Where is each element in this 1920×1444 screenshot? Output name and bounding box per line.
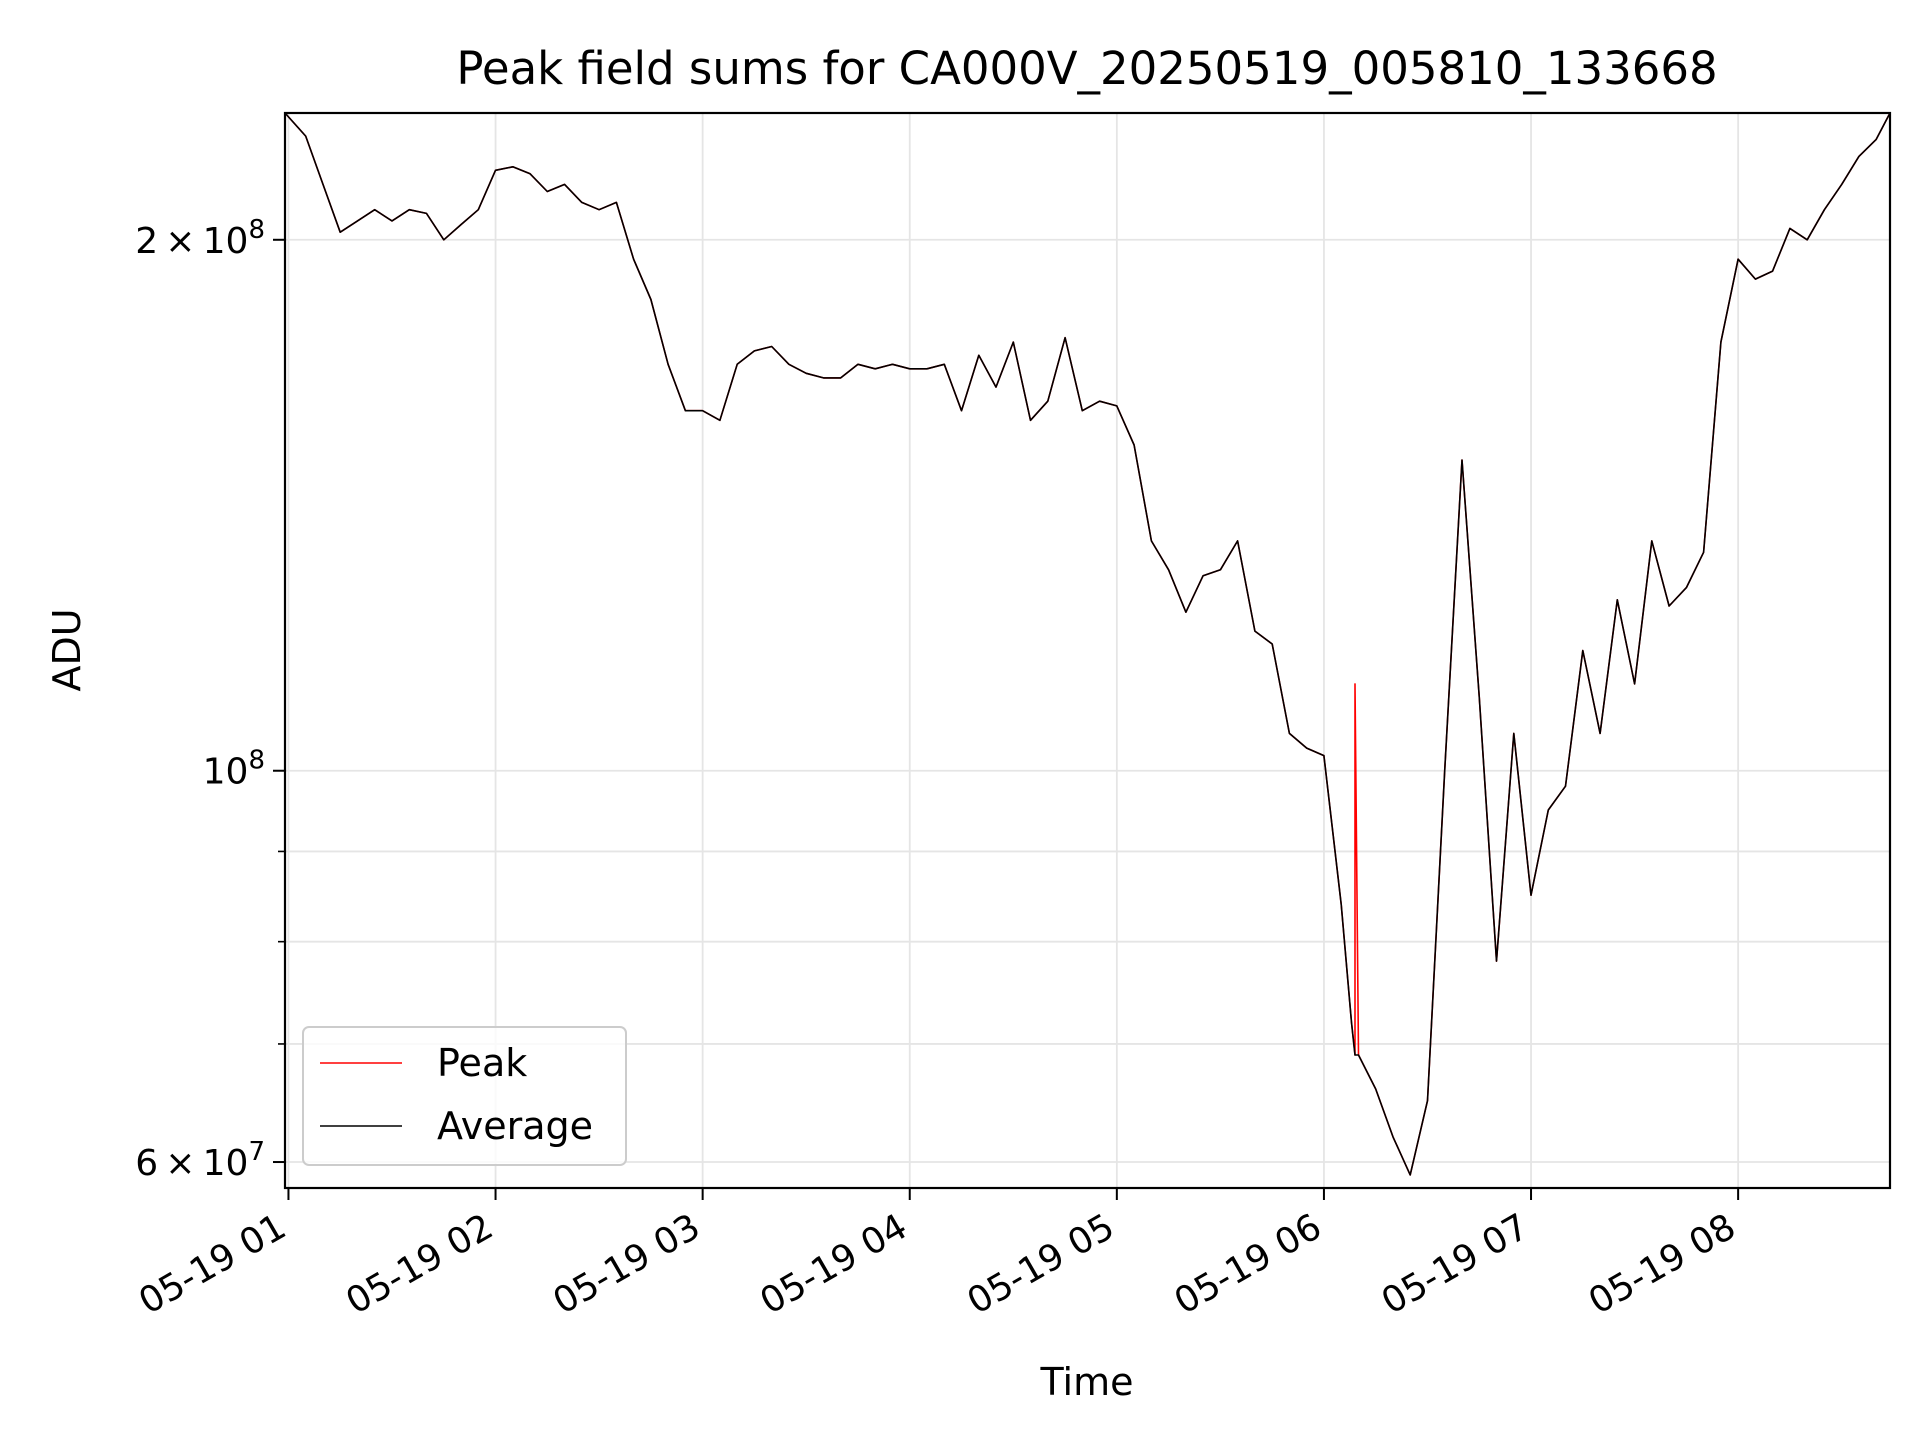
legend-average-label: Average — [437, 1104, 593, 1148]
series-line-average — [284, 112, 1891, 1176]
chart-title: Peak field sums for CA000V_20250519_0058… — [456, 42, 1717, 95]
y-tick-label: 2 × 108 — [135, 215, 265, 262]
x-axis-label: Time — [1040, 1360, 1134, 1404]
y-axis-label: ADU — [45, 608, 89, 691]
legend: Peak Average — [302, 1026, 627, 1166]
series-layer — [284, 112, 1891, 1176]
y-tick-label: 6 × 107 — [135, 1137, 265, 1184]
plot-frame — [283, 111, 1892, 1190]
y-tick-label: 108 — [203, 746, 265, 793]
legend-frame — [302, 1026, 627, 1166]
legend-peak-label: Peak — [437, 1041, 527, 1085]
